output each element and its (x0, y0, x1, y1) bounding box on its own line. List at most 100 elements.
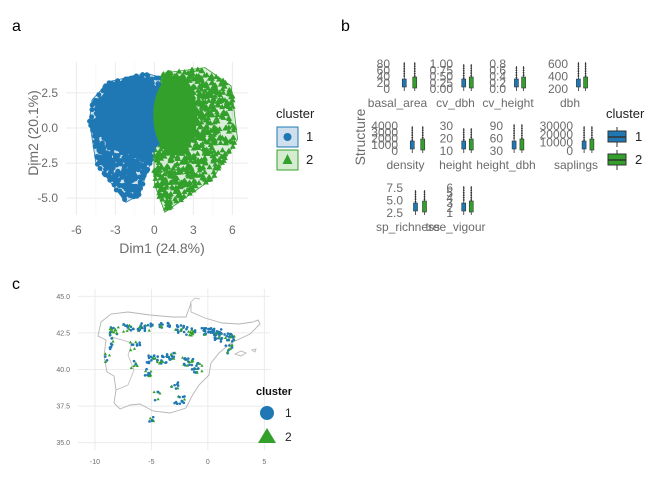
panel-a-point-cluster-2 (188, 68, 195, 74)
box-outlier (470, 133, 473, 136)
panel-c-point-cluster-2 (187, 360, 192, 364)
panel-c-point-cluster-1 (219, 338, 223, 341)
box-outlier (462, 129, 465, 131)
panel-a-point-cluster-2 (164, 193, 171, 199)
box-outlier (462, 67, 465, 70)
panel-a-point-cluster-2 (215, 149, 222, 155)
panel-a-point-cluster-2 (209, 79, 216, 85)
panel-a-point-cluster-2 (210, 169, 217, 175)
panel-a-point-cluster-2 (211, 172, 218, 178)
panel-c-point-cluster-1 (225, 334, 229, 338)
panel-b-label: b (341, 18, 350, 35)
box-1 (514, 78, 519, 88)
panel-a-point-cluster-2 (201, 105, 208, 111)
panel-c-y-tick-label: 42.5 (56, 330, 70, 337)
facet-tick-label: 0.2 (489, 76, 506, 90)
panel-a-point-cluster-1 (111, 177, 117, 183)
facet-tick-label: 30 (440, 119, 454, 133)
box-2 (468, 76, 474, 89)
panel-c-point-cluster-1 (190, 368, 194, 371)
panel-a-point-cluster-2 (207, 131, 214, 138)
box-outlier (421, 136, 424, 139)
panel-c-point-cluster-2 (223, 336, 228, 339)
facet-tick-label: 0.00 (430, 82, 454, 96)
panel-a-point-cluster-1 (112, 152, 118, 158)
panel-a-point-cluster-2 (155, 167, 162, 173)
box-outlier (462, 187, 465, 189)
box-outlier (515, 69, 518, 72)
panel-c-point-cluster-1 (209, 330, 213, 334)
panel-c-point-cluster-1 (183, 395, 186, 398)
box-2 (412, 76, 418, 89)
panel-c-point-cluster-1 (153, 398, 157, 402)
panel-a-point-cluster-2 (207, 92, 214, 98)
panel-a-cluster-1-core (95, 78, 172, 155)
panel-a-x-tick-label: -3 (110, 223, 121, 237)
panel-c-point-cluster-1 (172, 355, 176, 359)
panel-a-point-cluster-2 (175, 188, 182, 194)
panel-c-point-cluster-2 (180, 356, 185, 359)
panel-a-point-cluster-2 (182, 156, 189, 163)
panel-c-legend-label-2: 2 (285, 430, 292, 444)
panel-c-x-tick-label: -10 (90, 459, 100, 466)
panel-a-point-cluster-2 (154, 164, 161, 170)
box-outlier (470, 191, 473, 194)
panel-c-point-cluster-2 (116, 325, 120, 329)
panel-a-point-cluster-2 (216, 96, 223, 102)
box-outlier (470, 189, 473, 192)
panel-c-point-cluster-1 (156, 390, 159, 394)
facet-tick-label: 600 (548, 57, 568, 71)
box-2 (420, 138, 426, 151)
panel-a-point-cluster-2 (211, 106, 218, 112)
panel-c-point-cluster-1 (175, 402, 179, 406)
facet-tick-label: 30000 (540, 119, 574, 133)
panel-a-point-cluster-2 (160, 71, 167, 77)
panel-a-point-cluster-2 (153, 154, 160, 160)
panel-c-point-cluster-1 (195, 364, 198, 368)
panel-c-point-cluster-1 (202, 329, 206, 332)
panel-a-legend-label-2: 2 (306, 152, 313, 167)
panel-c-point-cluster-2 (151, 356, 155, 360)
panel-c-point-cluster-2 (129, 348, 133, 352)
panel-a-point-cluster-2 (186, 186, 193, 192)
panel-a-point-cluster-1 (100, 88, 106, 94)
panel-a-point-cluster-2 (171, 177, 178, 183)
panel-a-point-cluster-1 (130, 162, 136, 168)
box-outlier (403, 63, 406, 65)
panel-a-point-cluster-2 (164, 190, 171, 197)
panel-a-point-cluster-2 (229, 103, 236, 109)
panel-a-legend-key-1 (276, 126, 299, 148)
panel-c-point-cluster-1 (207, 327, 210, 331)
panel-a-point-cluster-2 (208, 144, 215, 150)
box-2 (583, 76, 588, 89)
panel-a-point-cluster-2 (213, 73, 220, 79)
facet-tick-label: 20 (377, 76, 391, 90)
facet-strip-label: basal_area (368, 96, 428, 110)
panel-c-point-cluster-1 (176, 384, 180, 387)
panel-c-point-cluster-2 (115, 331, 119, 335)
panel-a-point-cluster-2 (159, 76, 166, 82)
panel-c-point-cluster-2 (198, 362, 202, 365)
panel-a-point-cluster-1 (114, 170, 120, 176)
facet-tick-label: 20 (440, 132, 454, 146)
facet-tick-label: 5.0 (386, 194, 403, 208)
panel-a-point-cluster-1 (95, 155, 101, 161)
panel-a-point-cluster-2 (163, 200, 170, 206)
panel-c-point-cluster-1 (196, 361, 200, 365)
panel-a-point-cluster-2 (198, 86, 205, 92)
panel-a-point-cluster-2 (198, 113, 205, 120)
panel-c-point-cluster-1 (176, 330, 180, 334)
panel-c-point-cluster-2 (111, 339, 115, 343)
panel-c-point-cluster-2 (103, 360, 108, 363)
panel-c-point-cluster-1 (167, 355, 170, 359)
box-outlier (584, 67, 587, 70)
panel-a-point-cluster-2 (194, 78, 201, 84)
box-outlier (462, 77, 465, 79)
panel-a-point-cluster-2 (213, 109, 220, 115)
panel-a-point-cluster-2 (203, 80, 210, 86)
box-outlier (577, 72, 580, 75)
panel-a-x-ticks: -6 -3 0 3 6 (71, 223, 236, 237)
panel-a-point-cluster-2 (227, 105, 234, 111)
